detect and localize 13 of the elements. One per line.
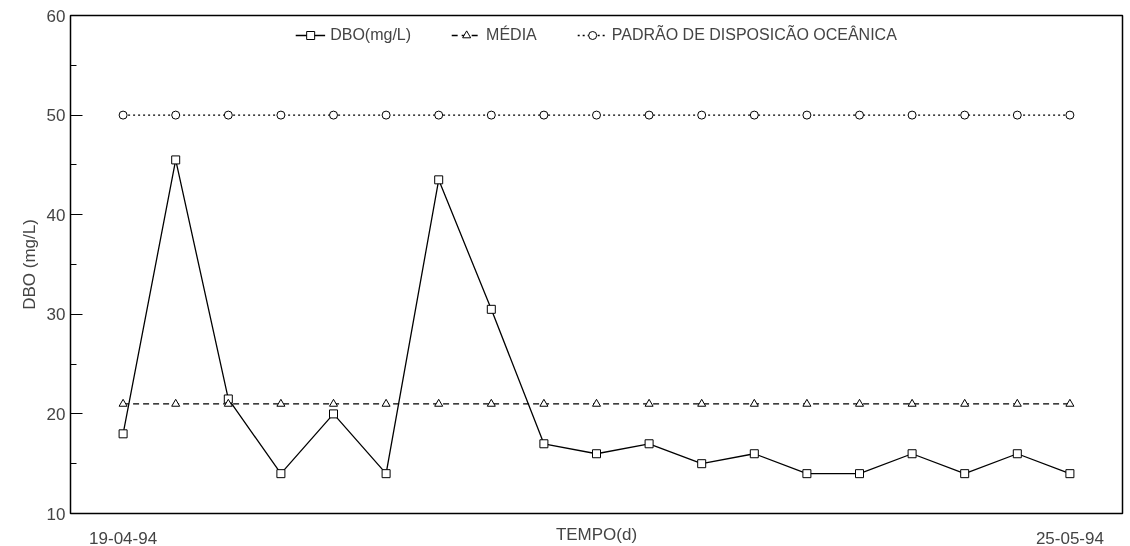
y-tick-label: 10 — [46, 504, 66, 524]
legend-label: PADRÃO DE DISPOSICÃO OCEÂNICA — [611, 26, 897, 44]
x-tick-label: 19-04-94 — [89, 528, 158, 546]
y-tick-label: 20 — [46, 404, 66, 424]
legend-label: MÉDIA — [486, 26, 537, 44]
x-axis-title: TEMPO(d) — [555, 524, 638, 544]
y-tick-label: 30 — [46, 305, 66, 325]
y-tick-label: 60 — [46, 6, 66, 26]
y-tick-label: 50 — [46, 106, 66, 126]
y-axis-title: DBO (mg/L) — [19, 219, 39, 310]
y-tick-label: 40 — [46, 205, 66, 225]
legend-label: DBO(mg/L) — [330, 26, 412, 44]
x-tick-label: 25-05-94 — [1035, 528, 1104, 546]
